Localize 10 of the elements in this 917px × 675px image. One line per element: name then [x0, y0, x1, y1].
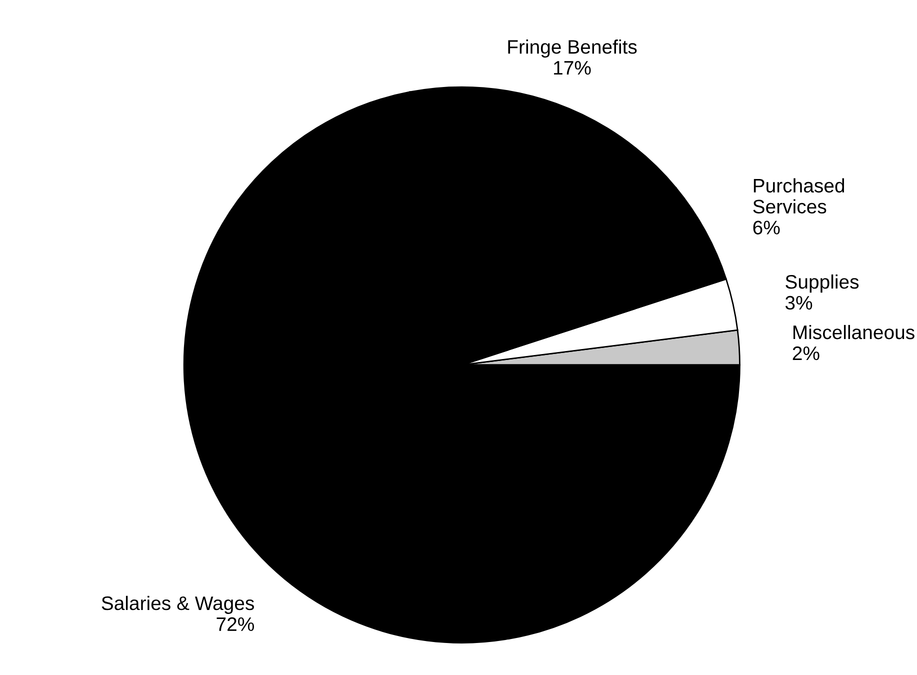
- slice-label: Salaries & Wages: [102, 596, 254, 614]
- data-label: 2%: [792, 346, 820, 360]
- data-label: 6%: [753, 220, 780, 234]
- slice-label: Fringe Benefits: [508, 40, 637, 58]
- data-label: 72%: [216, 617, 254, 632]
- slice-label: Miscellaneous: [793, 324, 914, 340]
- slice-label: Supplies: [786, 274, 859, 293]
- data-label: 3%: [785, 296, 812, 310]
- data-label: 17%: [554, 61, 591, 75]
- slice-label: Purchased Services: [753, 178, 844, 214]
